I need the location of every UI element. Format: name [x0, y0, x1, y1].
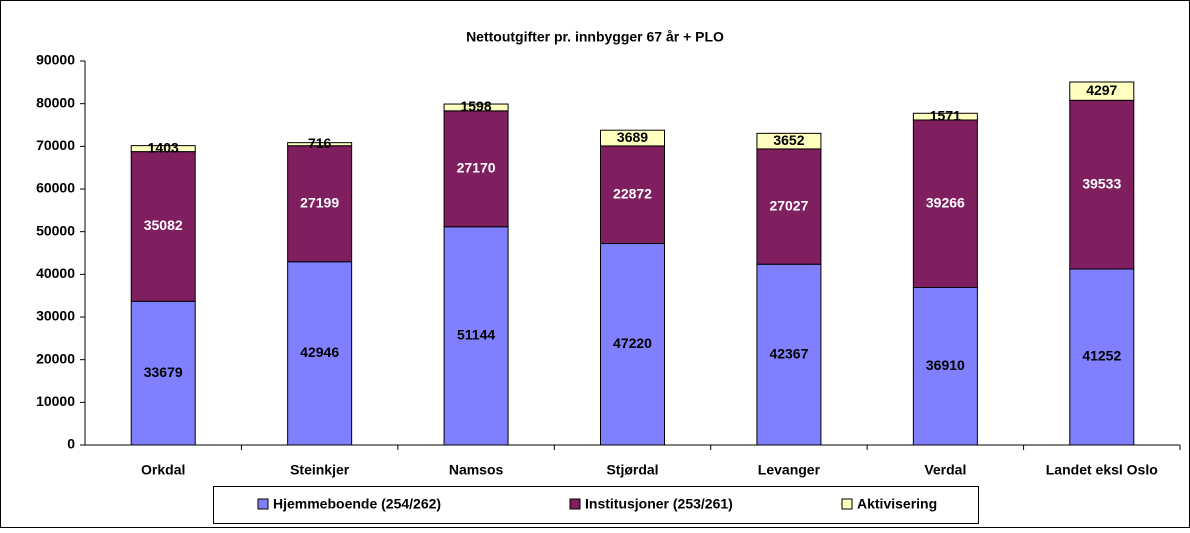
bar-segment	[756, 132, 822, 150]
legend-swatch	[569, 498, 581, 510]
bar-segment	[287, 142, 353, 147]
y-tick-label: 10000	[36, 393, 75, 409]
data-label: 35082	[144, 217, 183, 233]
bar-segment	[287, 145, 353, 263]
bar-segment	[756, 263, 822, 446]
bar-segment	[912, 112, 978, 121]
bar-segment	[443, 103, 509, 112]
data-label: 27027	[769, 197, 808, 213]
bar-segment	[600, 129, 665, 147]
bar-segment	[443, 226, 509, 446]
x-tick-label: Namsos	[449, 462, 504, 478]
data-label: 27199	[300, 194, 339, 210]
y-tick-label: 80000	[36, 94, 75, 110]
bar-segment	[130, 151, 196, 302]
x-tick-label: Orkdal	[141, 462, 185, 478]
data-label: 36910	[926, 357, 965, 373]
data-label: 33679	[144, 364, 183, 380]
x-tick-label: Verdal	[924, 462, 966, 478]
bar-segment	[912, 287, 978, 446]
bar-segment	[912, 119, 978, 289]
data-label: 4297	[1086, 82, 1117, 98]
y-tick-label: 20000	[36, 350, 75, 366]
data-label: 39533	[1082, 175, 1121, 191]
data-label: 3689	[617, 129, 648, 145]
bar-segment	[130, 300, 196, 446]
x-tick-label: Steinkjer	[290, 462, 350, 478]
bar-segment	[1069, 268, 1135, 446]
data-label: 51144	[457, 327, 495, 343]
data-label: 1571	[930, 107, 961, 123]
x-tick-label: Landet eksl Oslo	[1046, 462, 1158, 478]
y-tick-label: 50000	[36, 222, 75, 238]
bar-segment	[1069, 81, 1135, 101]
data-label: 42367	[769, 345, 808, 361]
y-tick-label: 90000	[36, 52, 75, 68]
legend-label: Institusjoner (253/261)	[585, 496, 733, 512]
x-tick-label: Stjørdal	[606, 462, 658, 478]
y-tick-label: 0	[67, 436, 75, 452]
data-label: 22872	[613, 185, 652, 201]
bar-segment	[130, 145, 196, 153]
y-tick-label: 30000	[36, 308, 75, 324]
data-label: 716	[308, 135, 332, 151]
data-label: 47220	[613, 335, 652, 351]
data-label: 42946	[300, 344, 339, 360]
y-tick-label: 60000	[36, 180, 75, 196]
legend-label: Aktivisering	[857, 496, 937, 512]
bar-segment	[600, 145, 665, 245]
bar-segment	[443, 110, 509, 228]
data-label: 1403	[148, 139, 179, 155]
legend-swatch	[841, 498, 853, 510]
x-tick-label: Levanger	[758, 462, 821, 478]
chart-title: Nettoutgifter pr. innbygger 67 år + PLO	[466, 29, 724, 45]
data-label: 39266	[926, 194, 965, 210]
bar-segment	[1069, 99, 1135, 270]
y-tick-label: 70000	[36, 137, 75, 153]
data-label: 1598	[460, 98, 491, 114]
data-label: 27170	[457, 160, 496, 176]
data-label: 41252	[1082, 348, 1121, 364]
data-label: 3652	[773, 132, 804, 148]
legend-swatch	[257, 498, 269, 510]
bar-segment	[600, 243, 665, 446]
legend-label: Hjemmeboende (254/262)	[273, 496, 441, 512]
y-tick-label: 40000	[36, 265, 75, 281]
bar-segment	[287, 261, 353, 446]
bar-segment	[756, 148, 822, 265]
